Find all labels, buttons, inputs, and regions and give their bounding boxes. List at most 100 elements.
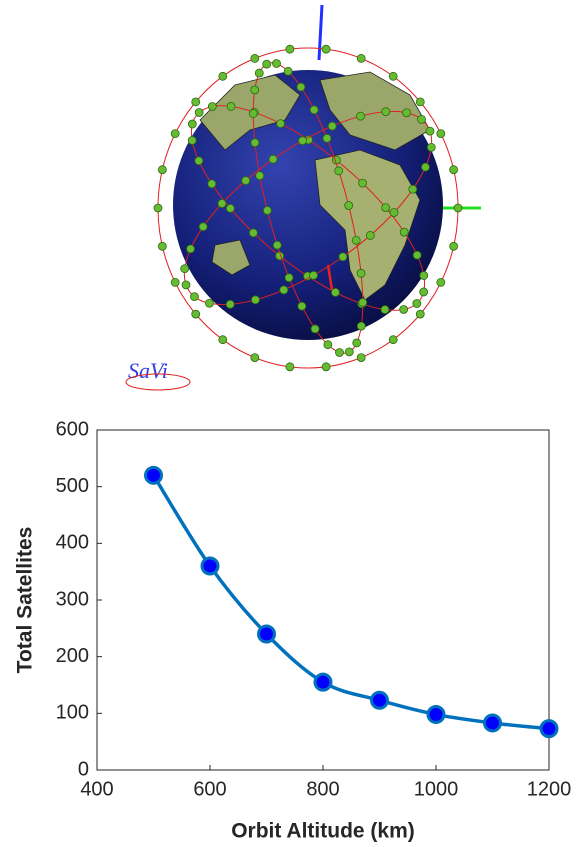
satellite xyxy=(357,54,365,62)
satellite xyxy=(418,115,426,123)
satellite xyxy=(403,109,411,117)
satellite xyxy=(187,245,195,253)
satellite xyxy=(416,98,424,106)
satellite xyxy=(286,363,294,371)
satellite xyxy=(251,296,259,304)
satellite xyxy=(255,69,263,77)
y-tick-label: 100 xyxy=(56,702,89,724)
satellite xyxy=(336,348,344,356)
satellite xyxy=(251,86,259,94)
y-axis-label: Total Satellites xyxy=(14,527,37,674)
y-tick-label: 600 xyxy=(56,418,89,440)
satellite xyxy=(249,110,257,118)
satellite xyxy=(181,265,189,273)
satellite xyxy=(359,298,367,306)
satellite xyxy=(324,341,332,349)
y-tick-label: 300 xyxy=(56,588,89,610)
satellite xyxy=(158,242,166,250)
satellite xyxy=(331,288,339,296)
satellite xyxy=(171,130,179,138)
satellite xyxy=(310,271,318,279)
satellite xyxy=(382,108,390,116)
satellite xyxy=(416,310,424,318)
satellite xyxy=(218,200,226,208)
satellite xyxy=(251,139,259,147)
x-axis-label: Orbit Altitude (km) xyxy=(231,820,415,843)
satellite xyxy=(199,223,207,231)
satellite xyxy=(357,322,365,330)
data-point xyxy=(315,674,331,690)
satellite xyxy=(409,185,417,193)
logo: SaVi xyxy=(128,358,168,383)
z-axis xyxy=(319,5,322,60)
x-tick-label: 800 xyxy=(306,778,339,800)
x-tick-label: 600 xyxy=(193,778,226,800)
satellite xyxy=(188,136,196,144)
satellite xyxy=(226,300,234,308)
satellite xyxy=(352,236,360,244)
y-tick-label: 0 xyxy=(78,758,89,780)
satellite xyxy=(389,336,397,344)
data-point xyxy=(428,706,444,722)
satellite xyxy=(357,354,365,362)
satellite xyxy=(190,293,198,301)
satellite xyxy=(251,354,259,362)
data-point xyxy=(202,558,218,574)
satellite xyxy=(286,45,294,53)
satellite xyxy=(297,83,305,91)
satellite xyxy=(450,242,458,250)
satellite xyxy=(195,108,203,116)
y-tick-label: 200 xyxy=(56,645,89,667)
satellite xyxy=(420,288,428,296)
satellite xyxy=(450,166,458,174)
satellite xyxy=(323,134,331,142)
satellite xyxy=(427,143,435,151)
satellite xyxy=(421,163,429,171)
satellite xyxy=(298,302,306,310)
x-tick-label: 400 xyxy=(80,778,113,800)
satellite xyxy=(454,204,462,212)
satellite xyxy=(219,72,227,80)
satellite xyxy=(339,253,347,261)
satellite xyxy=(345,348,353,356)
satellite xyxy=(322,45,330,53)
satellite xyxy=(195,157,203,165)
satellite xyxy=(437,278,445,286)
satellite xyxy=(328,122,336,130)
satellite xyxy=(353,339,361,347)
satellite xyxy=(382,204,390,212)
plot-area xyxy=(97,430,549,770)
satellite xyxy=(263,60,271,68)
satellite xyxy=(284,67,292,75)
figure: SaVi Orbit Altitude (km) Total Satellite… xyxy=(0,0,580,847)
data-point xyxy=(372,692,388,708)
y-tick-label: 500 xyxy=(56,475,89,497)
satellite xyxy=(272,60,280,68)
satellite xyxy=(389,72,397,80)
satellite xyxy=(413,300,421,308)
globe-illustration: SaVi xyxy=(126,5,481,390)
satellite xyxy=(249,229,257,237)
satellite xyxy=(400,228,408,236)
satellite xyxy=(413,251,421,259)
satellite xyxy=(437,130,445,138)
satellite xyxy=(345,202,353,210)
satellite xyxy=(171,278,179,286)
satellite xyxy=(322,363,330,371)
satellite xyxy=(426,127,434,135)
satellite xyxy=(208,180,216,188)
satellite xyxy=(400,305,408,313)
satellite xyxy=(242,177,250,185)
satellite xyxy=(390,208,398,216)
data-point xyxy=(541,721,557,737)
satellite xyxy=(256,172,264,180)
satellite xyxy=(182,281,190,289)
x-tick-label: 1200 xyxy=(527,778,572,800)
satellite xyxy=(263,206,271,214)
satellite xyxy=(311,325,319,333)
satellite xyxy=(219,336,227,344)
x-tick-label: 1000 xyxy=(414,778,459,800)
satellite xyxy=(335,167,343,175)
data-point xyxy=(485,715,501,731)
satellite xyxy=(192,98,200,106)
